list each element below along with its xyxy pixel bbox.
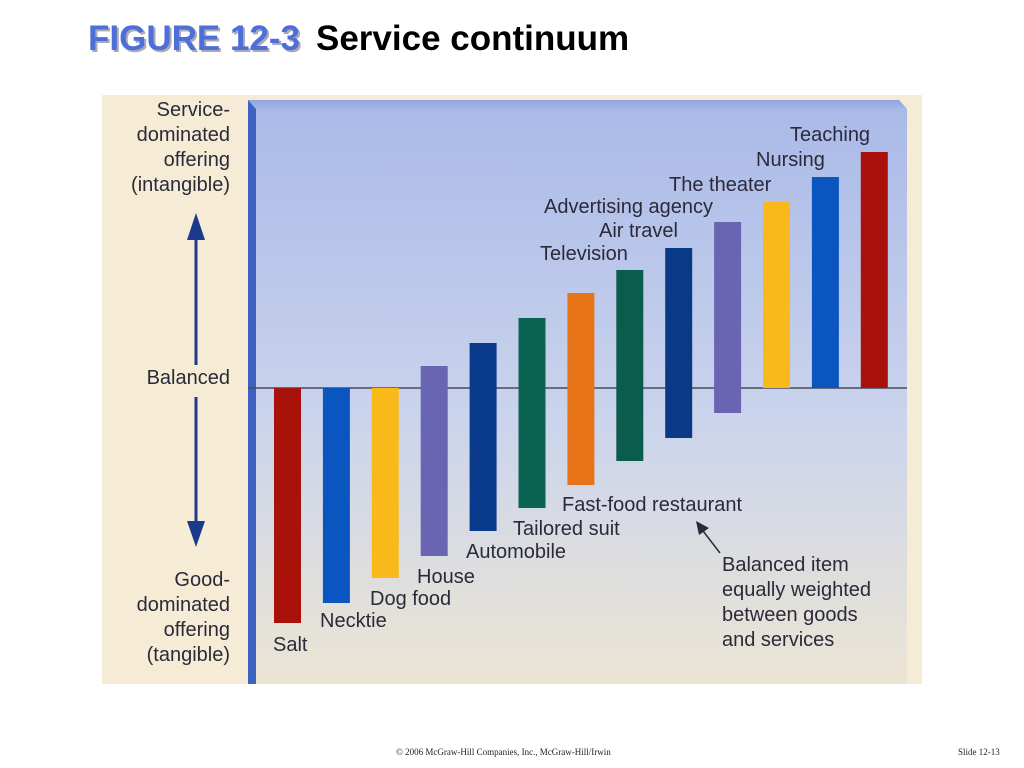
category-label-the-theater: The theater (669, 174, 772, 196)
category-label-fast-food-restaurant: Fast-food restaurant (562, 494, 743, 516)
bar-tailored-suit (518, 318, 546, 508)
plot-top-bevel (248, 100, 907, 109)
copyright-text: © 2006 McGraw-Hill Companies, Inc., McGr… (396, 747, 611, 757)
axis-bottom-line-2: dominated (137, 594, 230, 616)
axis-top-line-4: (intangible) (131, 174, 230, 196)
category-label-salt: Salt (273, 634, 308, 656)
category-label-television: Television (540, 243, 628, 265)
bar-teaching (860, 152, 888, 388)
category-label-teaching: Teaching (790, 124, 870, 146)
category-label-nursing: Nursing (756, 149, 825, 171)
axis-bottom-line-4: (tangible) (147, 644, 230, 666)
category-label-advertising-agency: Advertising agency (544, 196, 713, 218)
bar-the-theater (763, 202, 790, 388)
axis-bottom-line-3: offering (164, 619, 230, 641)
arrow-up-icon (187, 213, 205, 240)
annotation-line-1: Balanced item (722, 554, 849, 576)
bar-nursing (811, 177, 839, 388)
plot-left-wall (248, 100, 256, 684)
category-label-air-travel: Air travel (599, 220, 678, 242)
axis-top-line-1: Service- (157, 99, 230, 121)
category-label-dog-food: Dog food (370, 588, 451, 610)
service-continuum-chart: Service- dominated offering (intangible)… (131, 99, 907, 684)
axis-top-line-2: dominated (137, 124, 230, 146)
annotation-line-3: between goods (722, 604, 858, 626)
figure-panel: Service- dominated offering (intangible)… (102, 95, 922, 684)
bar-salt (274, 388, 301, 623)
category-label-automobile: Automobile (466, 541, 566, 563)
bar-advertising-agency (714, 222, 742, 413)
bar-dog-food (371, 388, 399, 578)
figure-title: Service continuum (316, 19, 630, 58)
slide-number: Slide 12-13 (958, 747, 1000, 757)
category-label-house: House (417, 566, 475, 588)
category-label-tailored-suit: Tailored suit (513, 518, 620, 540)
annotation-arrow-icon (696, 521, 709, 535)
arrow-down-icon (187, 521, 205, 547)
bar-air-travel (665, 248, 693, 438)
bars-group (274, 152, 888, 623)
axis-top-line-3: offering (164, 149, 230, 171)
bar-television (616, 270, 644, 461)
bar-automobile (469, 343, 497, 531)
bar-house (420, 366, 448, 556)
annotation-line-2: equally weighted (722, 579, 871, 601)
bar-necktie (322, 388, 350, 603)
axis-bottom-line-1: Good- (174, 569, 230, 591)
axis-middle-label: Balanced (147, 367, 230, 389)
category-label-necktie: Necktie (320, 610, 387, 632)
annotation-line-4: and services (722, 629, 834, 651)
page-title: FIGURE 12-3 Service continuum (88, 18, 629, 60)
bar-fast-food-restaurant (567, 293, 595, 485)
figure-label: FIGURE 12-3 (88, 19, 300, 58)
